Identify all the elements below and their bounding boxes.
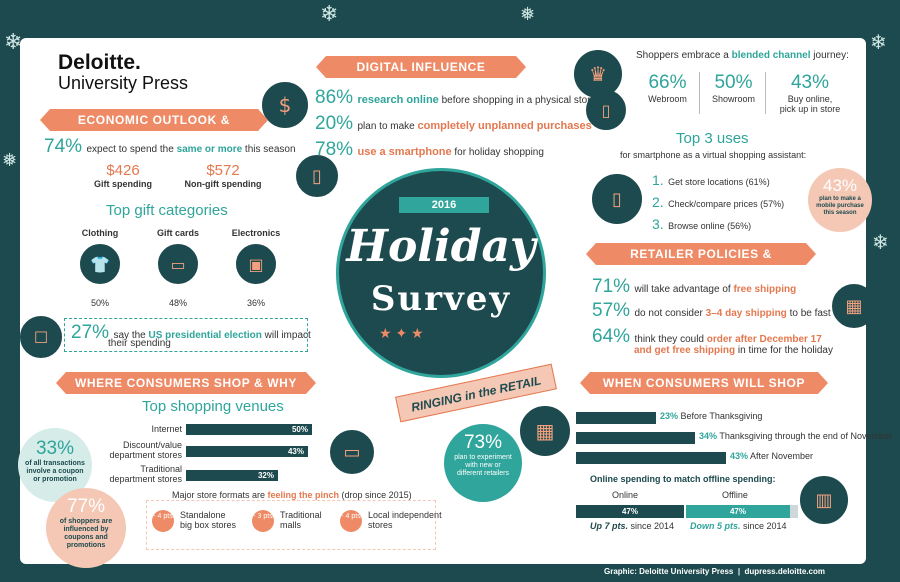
logo-title: Deloitte. [58,51,141,74]
money-icon: $ [262,82,308,128]
uses-title: Top 3 uses [676,130,749,147]
gift-category: Electronics ▣ 36% [231,228,281,308]
when-row: 34% Thanksgiving through the end of Nove… [576,430,892,446]
offline-bar: 47% [686,505,790,518]
phone-location-icon: ▯ [592,174,642,224]
uses-list: 1. Get store locations (61%) 2. Check/co… [652,170,802,236]
venue-bar: 43% [186,446,308,457]
holiday-survey-emblem: 2016 Holiday Survey ★ ✦ ★ [336,168,546,378]
gift-category: Gift cards ▭ 48% [156,228,199,308]
survey-title-word2: Survey [370,279,512,319]
gift-category: Clothing 👕 50% [80,228,120,308]
snowflake-decoration: ❄ [320,2,339,27]
electronics-icon: ▣ [236,244,276,284]
channel-intro: Shoppers embrace a blended channel journ… [636,50,849,61]
when-label: 23% Before Thanksgiving [660,411,763,421]
channel-stat: 43% Buy online, pick up in store [779,72,841,114]
calendar-icon: ▦ [520,406,570,456]
digital-stats: 86% research online before shopping in a… [315,86,597,164]
when-row: 43% After November [576,450,856,466]
snowflake-decoration: ❄ [870,30,887,54]
gift-spending: $426 Gift spending [94,162,152,189]
pinch-intro: Major store formats are feeling the pinc… [172,490,412,500]
retailer-stat-row: 64% think they could order after Decembe… [592,326,833,356]
online-note: Up 7 pts. since 2014 [590,521,675,531]
pinch-badge: - 4 pts [340,510,362,532]
channel-stat: 66% Webroom [636,72,700,114]
uses-subtitle: for smartphone as a virtual shopping ass… [620,150,807,160]
snowflake-decoration: ❅ [2,150,18,171]
banner-digital-influence: DIGITAL INFLUENCE [316,56,526,78]
when-label: 43% After November [730,451,814,461]
pinch-badge: - 4 pts [152,510,174,532]
banner-where-consumers-shop: WHERE CONSUMERS SHOP & WHY [56,372,316,394]
online-label: Online [612,490,639,500]
ballot-box-icon: ☐ [20,316,62,358]
digital-stat-row: 20% plan to make completely unplanned pu… [315,113,592,134]
venue-row: Discount/value department stores [109,440,182,460]
shopping-bag-icon: ▥ [800,476,848,524]
venue-row: Traditional department stores [109,464,182,484]
phone-hand-icon: ▯ [586,90,626,130]
snowflake-decoration: ❅ [520,4,536,25]
pinch-label: Traditional malls [280,510,322,530]
clothing-icon: 👕 [80,244,120,284]
influenced-bubble: 77% of shoppers are influenced by coupon… [46,488,126,568]
online-offline-title: Online spending to match offline spendin… [590,474,776,484]
retailer-stat-row: 71% will take advantage of free shipping [592,276,797,297]
venue-bar: 32% [186,470,278,481]
gift-categories-title: Top gift categories [106,202,228,219]
venues-title: Top shopping venues [142,398,284,415]
credit-card-icon: ▭ [330,430,374,474]
digital-stat-row: 78% use a smartphone for holiday shoppin… [315,139,544,160]
gift-card-icon: ▭ [158,244,198,284]
online-bar: 47% [576,505,684,518]
when-label: 34% Thanksgiving through the end of Nove… [699,431,892,441]
retailer-stats: 71% will take advantage of free shipping… [592,276,852,356]
pinch-box [146,500,436,550]
when-bar [576,412,656,424]
snowflake-decoration: ❄ [4,30,23,55]
digital-stat-row: 86% research online before shopping in a… [315,87,597,108]
when-bar [576,452,726,464]
nongift-spending: $572 Non-gift spending [184,162,262,189]
retailer-stat-row: 57% do not consider 3–4 day shipping to … [592,300,831,321]
banner-economic-outlook: ECONOMIC OUTLOOK & SPENDING [40,109,268,149]
election-box: 27% say the US presidential election wil… [64,318,311,352]
offline-label: Offline [722,490,748,500]
footer-credit: Graphic: Deloitte University Press | dup… [604,567,825,576]
smartphone-icon: ▯ [296,155,338,197]
snowflake-decoration: ❄ [872,230,889,254]
survey-title-word1: Holiday [346,221,536,272]
pinch-badge: - 3 pts [252,510,274,532]
when-row: 23% Before Thanksgiving [576,410,856,426]
uses-item: 3. Browse online (56%) [652,216,752,232]
survey-year: 2016 [399,197,489,213]
economic-stat: 74% expect to spend the same or more thi… [44,136,296,157]
venue-bar: 50% [186,424,312,435]
package-icon: ▦ [832,284,876,328]
logo-subtitle: University Press [58,73,189,93]
pinch-label: Standalone big box stores [180,510,237,530]
when-bar [576,432,695,444]
deloitte-logo: Deloitte. University Press [58,52,188,92]
offline-note: Down 5 pts. since 2014 [690,521,787,531]
channel-stat: 50% Showroom [702,72,766,114]
when-chart: 23% Before Thanksgiving 34% Thanksgiving… [576,410,892,466]
banner-when-consumers-shop: WHEN CONSUMERS WILL SHOP [580,372,828,394]
experiment-bubble: 73% plan to experiment with new or diffe… [444,424,522,502]
banner-retailer-policies: RETAILER POLICIES & PRACTICES [586,243,816,283]
uses-item: 2. Check/compare prices (57%) [652,194,785,210]
uses-item: 1. Get store locations (61%) [652,172,770,188]
online-offline-remainder [790,505,798,518]
pinch-label: Local independent stores [368,510,442,530]
star-decoration: ★ ✦ ★ [379,325,424,341]
shopper-icon: ♛ [574,50,622,98]
mobile-purchase-bubble: 43% plan to make a mobile purchase this … [808,168,872,232]
venue-row: Internet [151,424,182,434]
